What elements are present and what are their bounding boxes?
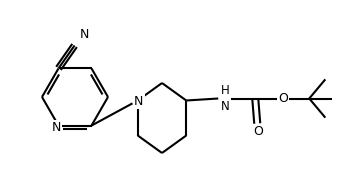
Text: H
N: H N	[221, 85, 230, 113]
Text: N: N	[80, 27, 89, 41]
Text: N: N	[52, 121, 61, 134]
Text: O: O	[278, 92, 288, 105]
Text: N: N	[134, 95, 143, 108]
Text: O: O	[253, 125, 263, 138]
